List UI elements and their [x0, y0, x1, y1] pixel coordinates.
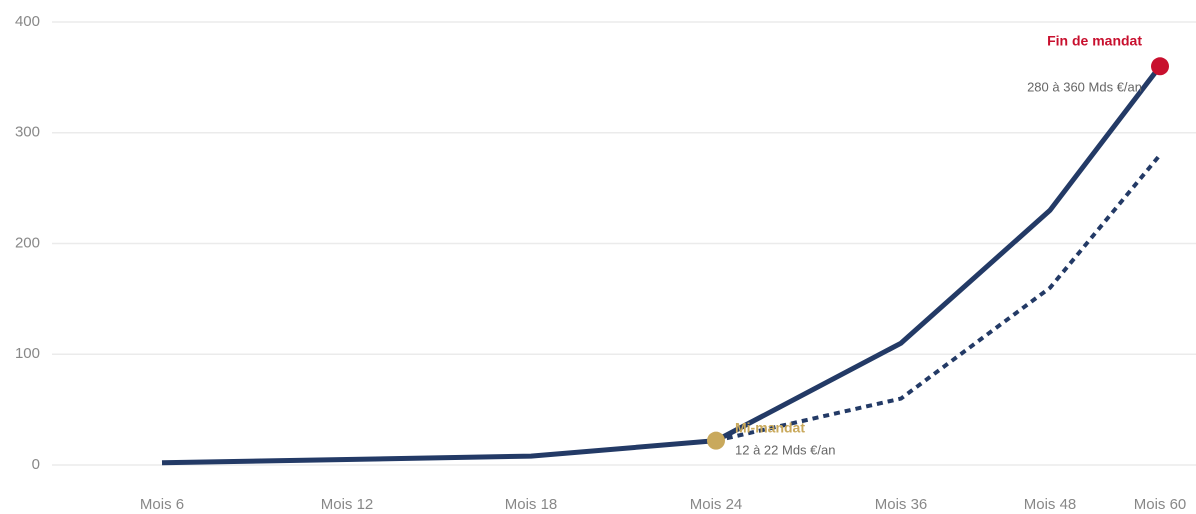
y-tick-label: 100 [15, 345, 40, 362]
line-solid [161, 64, 1162, 466]
x-tick-label: Mois 48 [1024, 496, 1077, 513]
annotation-detail: 280 à 360 Mds €/an [1027, 79, 1142, 94]
y-tick-label: 200 [15, 234, 40, 251]
x-tick-label: Mois 12 [321, 496, 374, 513]
annotation-label: Mi-mandat [735, 420, 805, 436]
y-tick-label: 300 [15, 124, 40, 141]
marker-dot [707, 431, 725, 450]
x-tick-label: Mois 36 [875, 496, 928, 513]
x-tick-label: Mois 18 [505, 496, 558, 513]
y-tick-label: 0 [32, 456, 40, 473]
annotation-detail: 12 à 22 Mds €/an [735, 442, 835, 457]
marker-dot [1151, 57, 1169, 76]
x-tick-label: Mois 60 [1134, 496, 1187, 513]
annotation-label: Fin de mandat [1047, 33, 1142, 49]
y-tick-label: 400 [15, 13, 40, 30]
line-dotted [715, 153, 1162, 443]
x-tick-label: Mois 24 [690, 496, 743, 513]
x-tick-label: Mois 6 [140, 496, 184, 513]
